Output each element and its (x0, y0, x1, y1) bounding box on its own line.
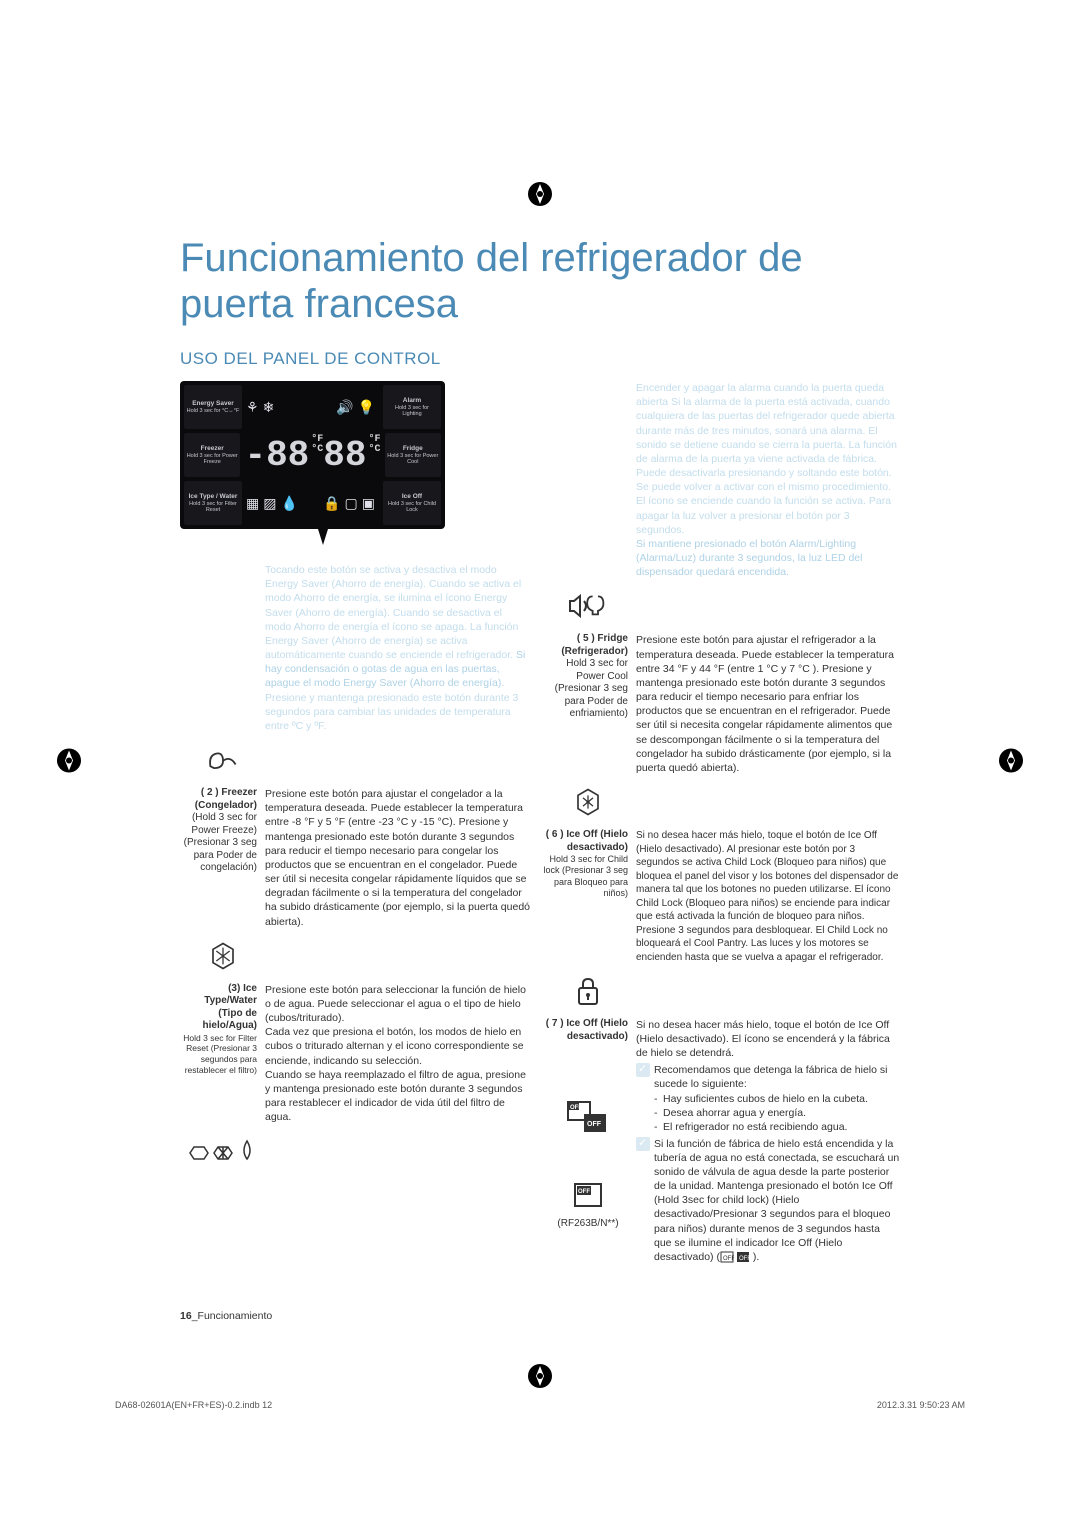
crop-mark-icon (526, 180, 554, 215)
right-column: Encender y apagar la alarma cuando la pu… (540, 381, 900, 1270)
sec3-body2: Cada vez que presiona el botón, los modo… (265, 1025, 530, 1068)
svg-text:OFF: OFF (739, 1256, 750, 1262)
sec7-b3: El refrigerador no está recibiendo agua. (663, 1120, 847, 1134)
sec7-label-bold: ( 7 ) Ice Off (Hielo desactivado) (540, 1018, 628, 1043)
page-content: Funcionamiento del refrigerador de puert… (180, 235, 900, 1270)
sec2-body: Presione este botón para ajustar el cong… (265, 787, 530, 929)
page-title: Funcionamiento del refrigerador de puert… (180, 235, 900, 327)
sec6-label-bold: ( 6 ) Ice Off (Hielo desactivado) (540, 829, 628, 854)
section-2: ( 2 ) Freezer (Congelador) (Hold 3 sec f… (180, 787, 530, 929)
off-small-rev-icon: OFF (736, 1250, 750, 1264)
alarm-lighting-icon (564, 591, 612, 621)
panel-alarm: Alarm Hold 3 sec for Lighting (383, 385, 441, 429)
ice-off-icons: OFF OFF (540, 1100, 636, 1136)
crop-mark-icon (55, 746, 83, 781)
ice-type-icons (188, 1137, 258, 1163)
crop-mark-icon (526, 1362, 554, 1397)
panel-pointer-icon (318, 529, 328, 545)
section-6: ( 6 ) Ice Off (Hielo desactivado) Hold 3… (540, 829, 900, 964)
panel-ice-type: Ice Type / Water Hold 3 sec for Filter R… (184, 481, 242, 525)
sec7-intro: Si no desea hacer más hielo, toque el bo… (636, 1018, 900, 1061)
sec7-b2: Desea ahorrar agua y energía. (663, 1106, 806, 1120)
ice-icon: ❄ (263, 399, 279, 416)
sec2-label-bold: ( 2 ) Freezer (Congelador) (180, 787, 257, 812)
child-lock-icon (575, 976, 601, 1006)
crushed-icon: ▨ (263, 495, 280, 512)
sec7-b1: Hay suficientes cubos de hielo en la cub… (663, 1092, 868, 1106)
sec3-icon-row (180, 1131, 530, 1169)
left-column: Energy Saver Hold 3 sec for °C↔°F ⚘ ❄ 🔊 … (180, 381, 530, 1270)
check-icon (636, 1063, 650, 1077)
power-cool-icon (570, 787, 606, 817)
energy-saver-icon (205, 745, 241, 775)
sec4-icon-row (540, 585, 900, 627)
off-small-icon: OFF (720, 1250, 734, 1264)
sec7-rec-title: Recomendamos que detenga la fábrica de h… (654, 1063, 900, 1091)
sec3-body3: Cuando se haya reemplazado el filtro de … (265, 1068, 530, 1125)
section-1: Tocando este botón se activa y desactiva… (180, 563, 530, 733)
model-label: (RF263B/N**) (557, 1218, 618, 1229)
panel-icons-row3: ▦ ▨ 💧 🔒 ▢ ▣ (246, 481, 379, 525)
panel-ice-off: Ice Off Hold 3 sec for Child Lock (383, 481, 441, 525)
page-footer: 16_Funcionamiento (180, 1310, 272, 1322)
ice-off-single-icon: OFF (573, 1182, 603, 1208)
sec2-icon-row (180, 935, 530, 977)
crop-mark-icon (997, 746, 1025, 781)
sec5-body: Presione este botón para ajustar el refr… (636, 633, 900, 775)
water-icon: 💧 (280, 495, 301, 512)
bulb-icon: 💡 (358, 399, 379, 416)
svg-text:OFF: OFF (587, 1121, 602, 1128)
sec4-text1: Encender y apagar la alarma cuando la pu… (636, 382, 897, 536)
lock-icon: 🔒 (323, 495, 344, 512)
svg-text:OFF: OFF (570, 1105, 582, 1111)
cubed-icon: ▦ (246, 495, 263, 512)
section-subtitle: USO DEL PANEL DE CONTROL (180, 349, 900, 369)
panel-temp-display: -88°F°C 88°F°C (244, 433, 380, 477)
control-panel-diagram: Energy Saver Hold 3 sec for °C↔°F ⚘ ❄ 🔊 … (180, 381, 445, 529)
print-file: DA68-02601A(EN+FR+ES)-0.2.indb 12 (115, 1400, 272, 1410)
panel-freezer: Freezer Hold 3 sec for Power Freeze (184, 433, 240, 477)
sec6-label-small: Hold 3 sec for Child lock (Presionar 3 s… (540, 854, 628, 899)
section-4: Encender y apagar la alarma cuando la pu… (540, 381, 900, 579)
ice-off-single: OFF (RF263B/N**) (540, 1182, 636, 1229)
print-footer: DA68-02601A(EN+FR+ES)-0.2.indb 12 2012.3… (115, 1400, 965, 1410)
sec5-icon-row (540, 781, 900, 823)
power-freeze-icon (205, 941, 241, 971)
panel-icons-row1: ⚘ ❄ 🔊 💡 (246, 385, 379, 429)
ice-off-pair-icon: OFF OFF (566, 1100, 610, 1136)
sec3-body1: Presione este botón para seleccionar la … (265, 983, 530, 1026)
sec1-icon-row (180, 739, 530, 781)
sec4-text2: Si mantiene presionado el botón Alarm/Li… (636, 538, 862, 578)
sec2-label-small: (Hold 3 sec for Power Freeze) (Presionar… (180, 812, 257, 875)
check-icon (636, 1137, 650, 1151)
leaf-icon: ⚘ (246, 399, 263, 416)
speaker-icon: 🔊 (336, 399, 357, 416)
off-icon: ▢ (345, 495, 362, 512)
section-3: (3) Ice Type/Water (Tipo de hielo/Agua) … (180, 983, 530, 1125)
filter-icon: ▣ (362, 495, 379, 512)
print-date: 2012.3.31 9:50:23 AM (877, 1400, 965, 1410)
sec6-body: Si no desea hacer más hielo, toque el bo… (636, 829, 900, 964)
sec1-text1: Tocando este botón se activa y desactiva… (265, 564, 521, 661)
panel-fridge: Fridge Hold 3 sec for Power Cool (385, 433, 441, 477)
sec3-label-bold: (3) Ice Type/Water (Tipo de hielo/Agua) (180, 983, 257, 1033)
svg-text:OFF: OFF (723, 1256, 734, 1262)
sec7-note2: Si la función de fábrica de hielo está e… (654, 1138, 899, 1263)
sec5-label-small: Hold 3 sec for Power Cool (Presionar 3 s… (540, 658, 628, 721)
sec5-label-bold: ( 5 ) Fridge (Refrigerador) (540, 633, 628, 658)
sec3-label-small: Hold 3 sec for Filter Reset (Presionar 3… (180, 1033, 257, 1076)
svg-text:OFF: OFF (578, 1189, 590, 1195)
panel-energy-saver: Energy Saver Hold 3 sec for °C↔°F (184, 385, 242, 429)
sec1-text3: Presione y mantenga presionado este botó… (265, 692, 518, 732)
sec6-icon-row (540, 970, 900, 1012)
section-5: ( 5 ) Fridge (Refrigerador) Hold 3 sec f… (540, 633, 900, 775)
